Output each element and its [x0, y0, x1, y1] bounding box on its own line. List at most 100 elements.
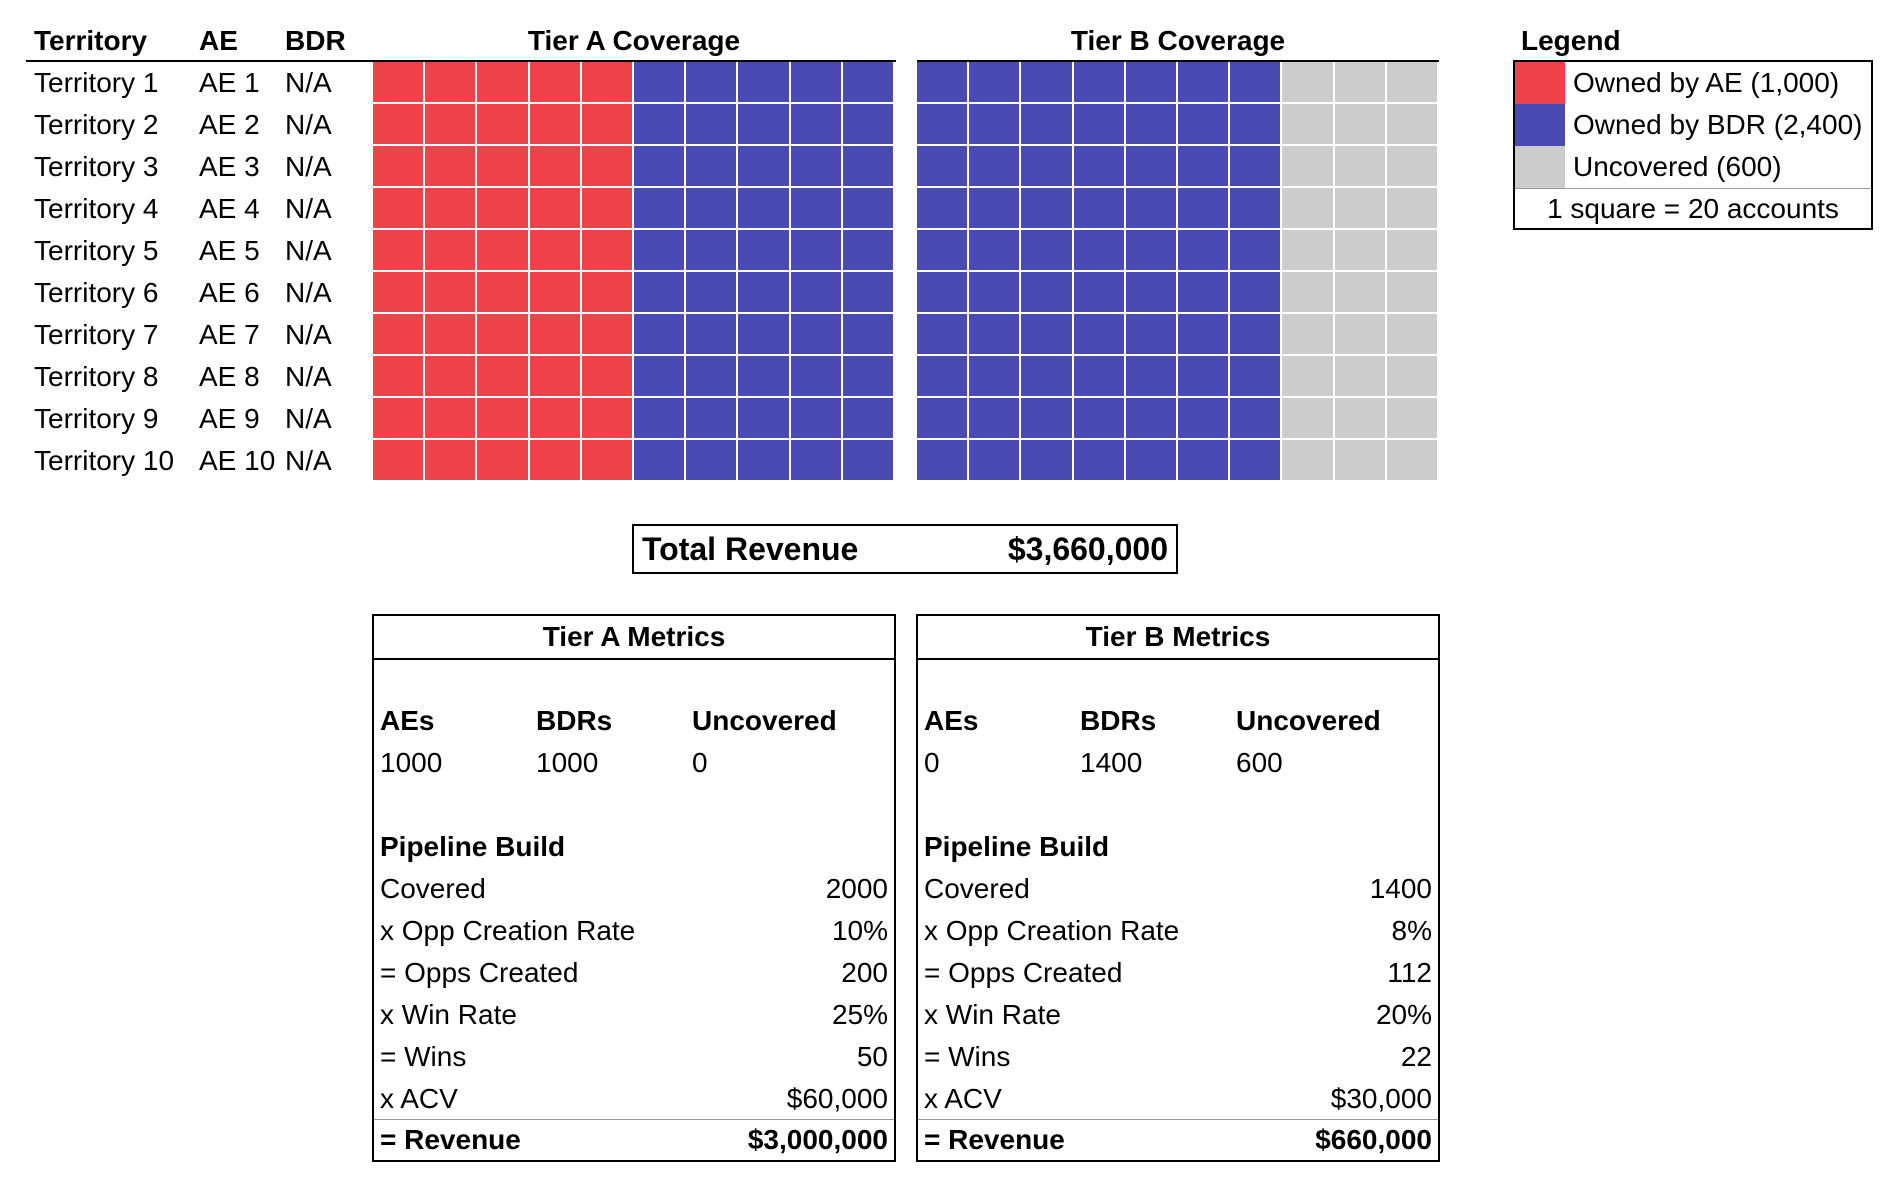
coverage-square-bdr [1073, 230, 1126, 272]
coverage-square-bdr [1021, 146, 1074, 188]
territory-bdr: N/A [285, 361, 332, 392]
coverage-square-bdr [917, 440, 970, 482]
tier-b-line-value: 8% [1391, 915, 1432, 946]
coverage-square-bdr [917, 314, 970, 356]
coverage-square-bdr [686, 146, 739, 188]
coverage-square-bdr [1125, 356, 1178, 398]
coverage-square-ae [425, 230, 478, 272]
territory-ae: AE 1 [199, 67, 260, 98]
coverage-square-uncovered [1334, 104, 1387, 146]
coverage-square-bdr [1073, 356, 1126, 398]
coverage-square-uncovered [1334, 356, 1387, 398]
coverage-square-bdr [1125, 314, 1178, 356]
territory-row: Territory 5 AE 5 N/A [0, 230, 370, 272]
tier-a-revenue-label: = Revenue [380, 1124, 521, 1155]
tier-a-bdrs-value: 1000 [536, 747, 599, 778]
legend-label-ae: Owned by AE (1,000) [1573, 67, 1840, 98]
coverage-square-ae [529, 146, 582, 188]
coverage-square-uncovered [1386, 188, 1439, 230]
coverage-square-bdr [634, 398, 687, 440]
coverage-square-bdr [842, 440, 895, 482]
tier-b-uncovered-value: 600 [1236, 747, 1283, 778]
coverage-square-bdr [1073, 146, 1126, 188]
coverage-square-bdr [1178, 146, 1231, 188]
tier-a-col-bdrs: BDRs [536, 705, 613, 736]
territory-name: Territory 10 [34, 445, 175, 476]
coverage-square-bdr [1178, 104, 1231, 146]
coverage-square-ae [425, 314, 478, 356]
tier-b-title-rule [918, 658, 1438, 660]
coverage-square-ae [373, 146, 426, 188]
coverage-square-bdr [1125, 104, 1178, 146]
coverage-square-uncovered [1282, 272, 1335, 314]
coverage-square-bdr [634, 188, 687, 230]
coverage-square-bdr [738, 398, 791, 440]
territory-name: Territory 1 [34, 67, 159, 98]
coverage-square-bdr [634, 104, 687, 146]
coverage-square-bdr [1021, 398, 1074, 440]
coverage-square-bdr [1230, 104, 1283, 146]
coverage-square-uncovered [1282, 62, 1335, 104]
coverage-square-ae [529, 62, 582, 104]
coverage-square-bdr [738, 230, 791, 272]
tier-b-col-aes: AEs [924, 705, 979, 736]
coverage-square-bdr [1178, 230, 1231, 272]
territory-ae: AE 4 [199, 193, 260, 224]
tier-b-line-label: = Opps Created [924, 957, 1123, 988]
total-revenue-box: Total Revenue $3,660,000 [632, 524, 1178, 574]
territory-bdr: N/A [285, 403, 332, 434]
coverage-square-ae [581, 440, 634, 482]
coverage-square-bdr [1178, 62, 1231, 104]
coverage-square-bdr [842, 356, 895, 398]
coverage-square-ae [581, 398, 634, 440]
tier-b-line-value: $30,000 [1330, 1083, 1432, 1114]
coverage-square-bdr [917, 398, 970, 440]
coverage-square-bdr [842, 188, 895, 230]
territory-bdr: N/A [285, 319, 332, 350]
tier-b-line-label: Covered [924, 873, 1030, 904]
coverage-square-bdr [917, 146, 970, 188]
coverage-square-uncovered [1334, 188, 1387, 230]
tier-a-revenue-value: $3,000,000 [747, 1124, 888, 1155]
coverage-square-bdr [1021, 356, 1074, 398]
coverage-square-bdr [686, 398, 739, 440]
coverage-square-bdr [1021, 62, 1074, 104]
coverage-square-bdr [686, 188, 739, 230]
coverage-square-ae [373, 188, 426, 230]
coverage-square-ae [581, 356, 634, 398]
legend-item-bdr: Owned by BDR (2,400) [1515, 104, 1871, 146]
tier-a-col-aes: AEs [380, 705, 435, 736]
coverage-square-uncovered [1282, 398, 1335, 440]
coverage-square-uncovered [1282, 440, 1335, 482]
legend-divider [1515, 188, 1871, 189]
coverage-square-bdr [1230, 314, 1283, 356]
coverage-square-uncovered [1282, 188, 1335, 230]
coverage-square-ae [373, 104, 426, 146]
tier-b-line-value: 112 [1387, 957, 1432, 988]
tier-a-line-label: x Win Rate [380, 999, 517, 1030]
coverage-square-ae [373, 62, 426, 104]
legend-swatch-bdr [1515, 104, 1565, 146]
coverage-square-uncovered [1386, 314, 1439, 356]
coverage-square-bdr [686, 314, 739, 356]
territory-bdr: N/A [285, 109, 332, 140]
coverage-square-bdr [1125, 440, 1178, 482]
coverage-square-ae [581, 104, 634, 146]
tier-a-line-value: 50 [856, 1041, 888, 1072]
coverage-square-bdr [790, 272, 843, 314]
coverage-square-ae [373, 398, 426, 440]
coverage-square-bdr [738, 272, 791, 314]
coverage-square-bdr [842, 272, 895, 314]
coverage-square-ae [477, 440, 530, 482]
tier-a-metrics-title: Tier A Metrics [542, 621, 726, 652]
coverage-square-bdr [686, 230, 739, 272]
total-revenue-value: $3,660,000 [1007, 531, 1168, 567]
header-territory: Territory [34, 25, 148, 56]
header-bdr: BDR [285, 25, 346, 56]
coverage-square-bdr [842, 314, 895, 356]
legend-item-uncovered: Uncovered (600) [1515, 146, 1871, 188]
coverage-square-ae [581, 188, 634, 230]
coverage-square-bdr [917, 104, 970, 146]
coverage-square-bdr [738, 356, 791, 398]
territory-row: Territory 9 AE 9 N/A [0, 398, 370, 440]
